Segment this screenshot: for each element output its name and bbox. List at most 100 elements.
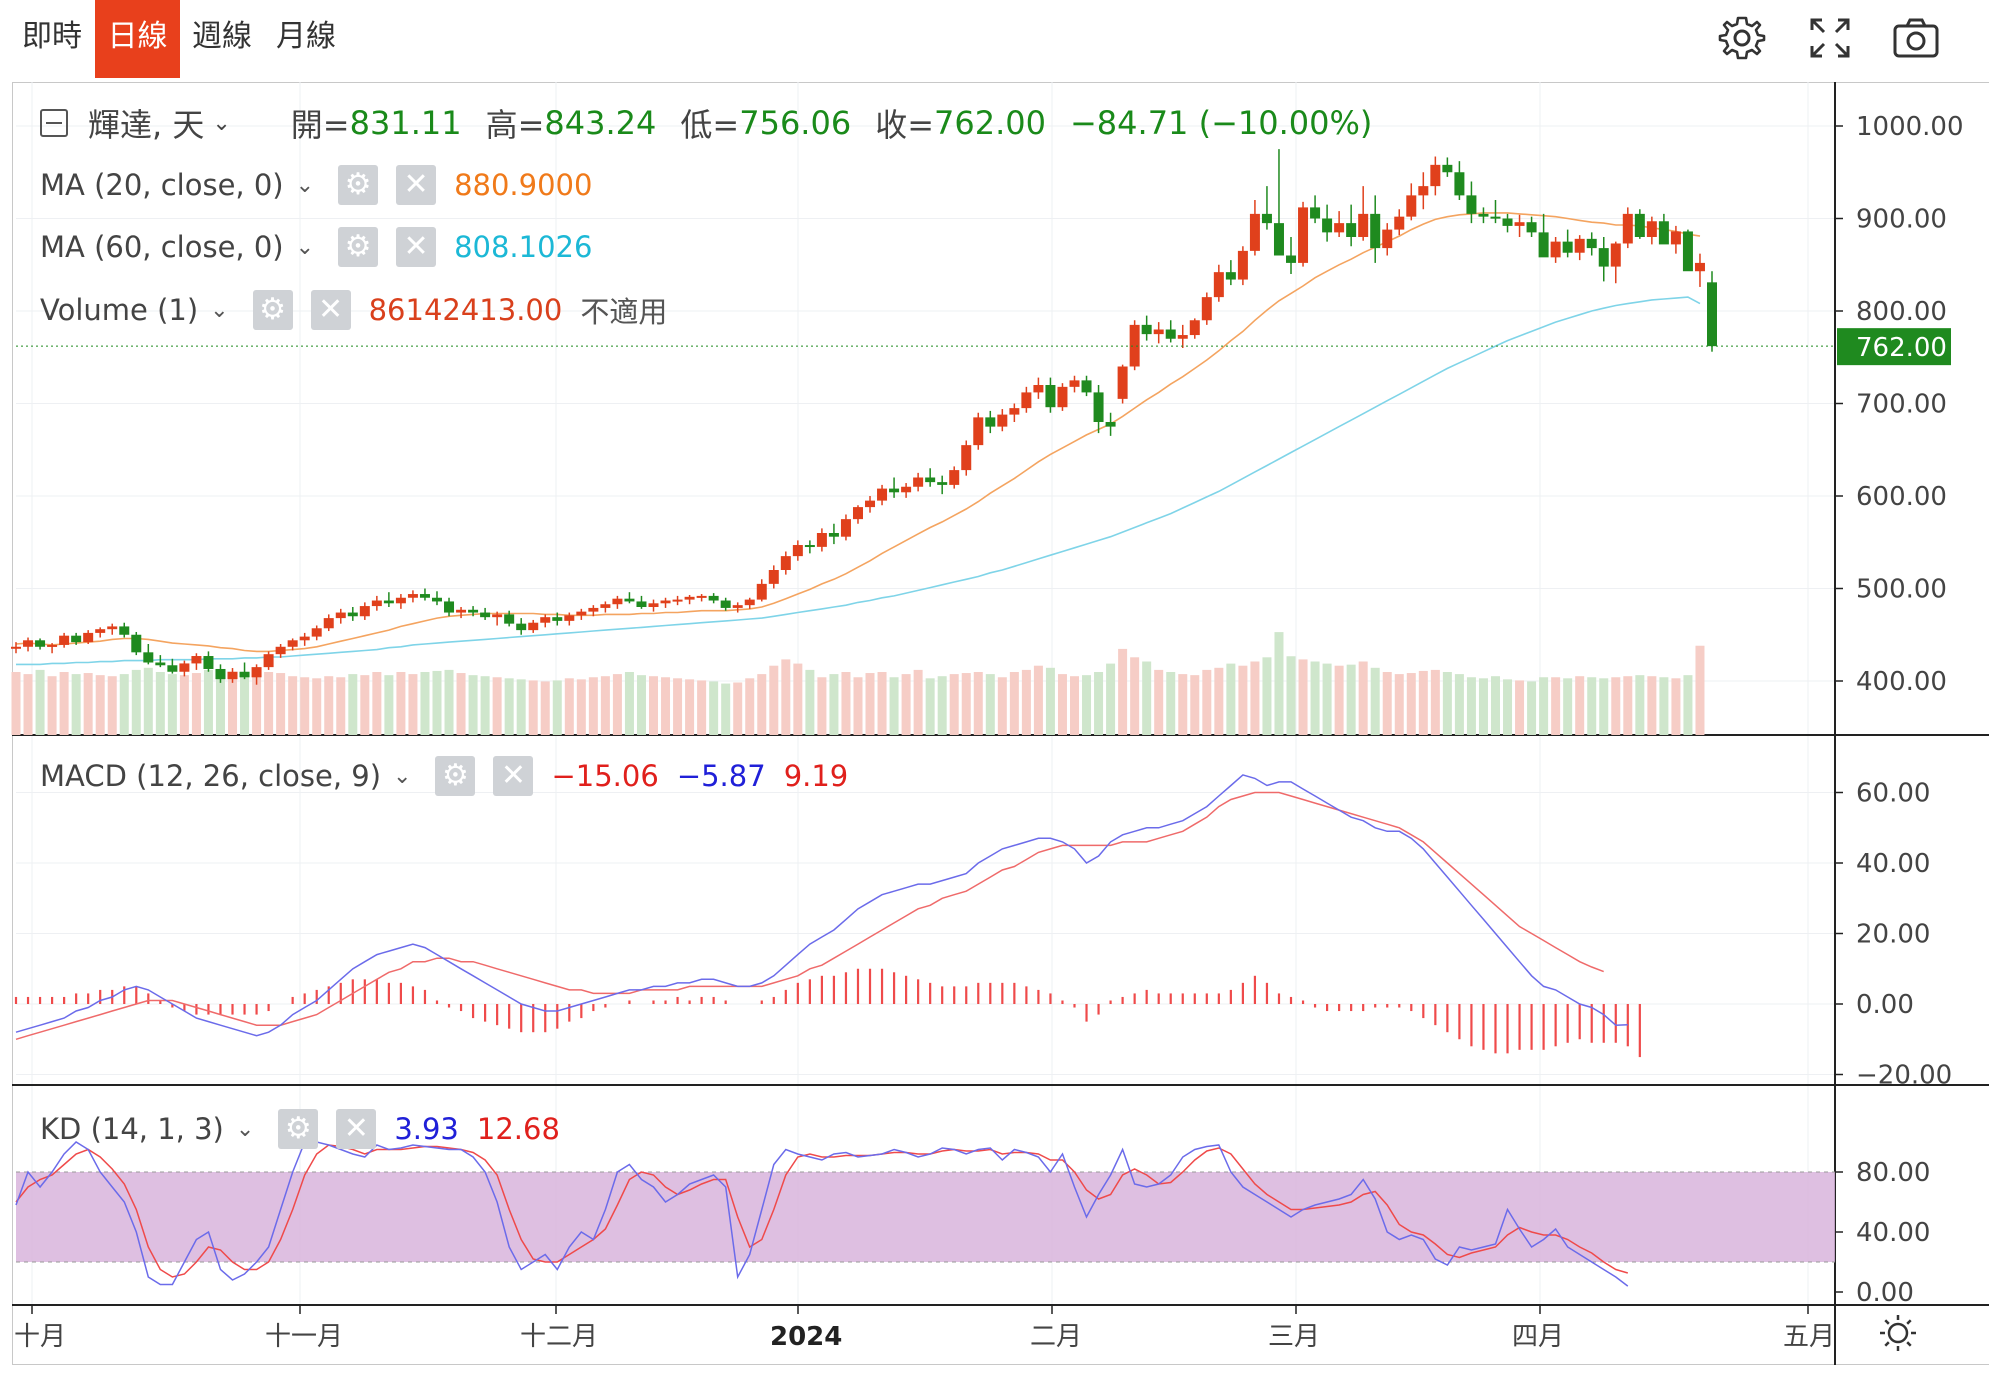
volume-bar	[937, 676, 947, 735]
volume-bar	[913, 669, 923, 735]
volume-bar	[877, 672, 887, 735]
fullscreen-icon[interactable]	[1804, 12, 1856, 64]
candle-body	[131, 634, 142, 653]
ma20-label[interactable]: MA (20, close, 0)	[40, 168, 284, 202]
tab-realtime[interactable]: 即時	[22, 19, 82, 54]
volume-bar	[23, 674, 33, 735]
settings-button[interactable]: ⚙	[338, 227, 379, 267]
volume-bar	[925, 678, 935, 735]
main-legend: 輝達, 天 ⌄ 開= 831.11 高= 843.24 低= 756.06 收= 762…	[40, 100, 1372, 146]
candle-body	[1694, 262, 1705, 272]
volume-bar	[408, 674, 418, 735]
volume-bar	[336, 677, 346, 735]
candle-body	[1033, 385, 1044, 393]
volume-bar	[1226, 663, 1236, 735]
volume-bar	[492, 677, 502, 735]
tab-weekly[interactable]: 週線	[192, 19, 252, 54]
gear-icon[interactable]	[1716, 12, 1768, 64]
remove-button[interactable]: ✕	[493, 756, 534, 796]
ma60-label[interactable]: MA (60, close, 0)	[40, 230, 284, 264]
candle-body	[780, 556, 791, 570]
candle-body	[227, 671, 238, 680]
candle-body	[383, 600, 394, 604]
time-axis-label: 2024	[770, 1322, 842, 1352]
chevron-down-icon[interactable]: ⌄	[235, 1116, 255, 1142]
volume-bar	[1057, 674, 1067, 735]
settings-button[interactable]: ⚙	[278, 1109, 319, 1149]
close-icon: ✕	[403, 229, 429, 264]
volume-bar	[1599, 678, 1609, 735]
volume-bar	[119, 674, 129, 735]
brightness-icon[interactable]	[1880, 1315, 1916, 1351]
candle-body	[395, 597, 406, 604]
time-axis-label: 三月	[1268, 1322, 1320, 1352]
volume-label[interactable]: Volume (1)	[40, 293, 199, 327]
volume-bar	[781, 659, 791, 735]
volume-bar	[191, 673, 201, 735]
volume-bar	[528, 680, 538, 735]
volume-bar	[901, 674, 911, 735]
volume-bar	[1659, 677, 1669, 735]
remove-button[interactable]: ✕	[396, 227, 437, 267]
volume-bar	[1563, 678, 1573, 735]
volume-bar	[661, 677, 671, 735]
volume-bar	[1262, 657, 1272, 735]
candle-body	[1322, 218, 1333, 233]
time-axis-label: 十一月	[265, 1322, 343, 1352]
macd-label[interactable]: MACD (12, 26, close, 9)	[40, 759, 382, 793]
gear-icon: ⚙	[259, 292, 287, 327]
volume-bar	[1009, 672, 1019, 735]
chevron-down-icon[interactable]: ⌄	[393, 763, 412, 789]
tab-daily[interactable]: 日線	[95, 0, 180, 78]
candle-body	[1237, 250, 1248, 280]
time-axis-label: 五月	[1783, 1322, 1835, 1352]
candle-body	[660, 600, 671, 604]
candle-body	[985, 417, 996, 427]
time-axis-label: 十二月	[520, 1322, 598, 1352]
volume-bar	[372, 672, 382, 735]
candle-body	[335, 612, 346, 619]
candle-body	[1466, 195, 1477, 214]
volume-bar	[841, 672, 851, 735]
candle-body	[1141, 324, 1152, 335]
collapse-icon[interactable]	[40, 109, 68, 137]
volume-bar	[47, 676, 57, 735]
candle-body	[23, 640, 34, 647]
candle-body	[1213, 272, 1224, 298]
k-line	[15, 1141, 1629, 1287]
volume-bar	[1286, 656, 1296, 735]
chevron-down-icon[interactable]: ⌄	[210, 297, 229, 323]
candle-body	[564, 615, 575, 621]
camera-icon[interactable]	[1890, 12, 1942, 64]
remove-button[interactable]: ✕	[336, 1109, 377, 1149]
symbol-label[interactable]: 輝達, 天	[88, 106, 205, 144]
settings-button[interactable]: ⚙	[435, 756, 476, 796]
chevron-down-icon[interactable]: ⌄	[295, 172, 315, 198]
volume-bar	[709, 681, 719, 735]
low-value: 756.06	[739, 104, 852, 142]
volume-bar	[1382, 672, 1392, 735]
volume-bar	[757, 674, 767, 735]
settings-button[interactable]: ⚙	[252, 290, 293, 330]
remove-button[interactable]: ✕	[396, 165, 437, 205]
candle-body	[71, 635, 82, 643]
remove-button[interactable]: ✕	[310, 290, 351, 330]
close-icon: ✕	[318, 292, 344, 327]
candle-body	[1045, 385, 1056, 408]
candle-body	[407, 594, 418, 598]
volume-bar	[1442, 672, 1452, 735]
tab-monthly[interactable]: 月線	[276, 19, 336, 54]
candle-body	[672, 599, 683, 602]
volume-bar	[588, 677, 598, 735]
chevron-down-icon[interactable]: ⌄	[295, 234, 315, 260]
settings-button[interactable]: ⚙	[338, 165, 379, 205]
volume-bar	[432, 670, 442, 735]
candle-body	[1430, 164, 1441, 187]
volume-bar	[252, 674, 262, 735]
chevron-down-icon[interactable]: ⌄	[212, 110, 231, 136]
kd-label[interactable]: KD (14, 1, 3)	[40, 1112, 224, 1146]
candle-body	[792, 545, 803, 557]
candle-body	[1129, 324, 1140, 367]
low-label: 低=	[680, 106, 740, 144]
